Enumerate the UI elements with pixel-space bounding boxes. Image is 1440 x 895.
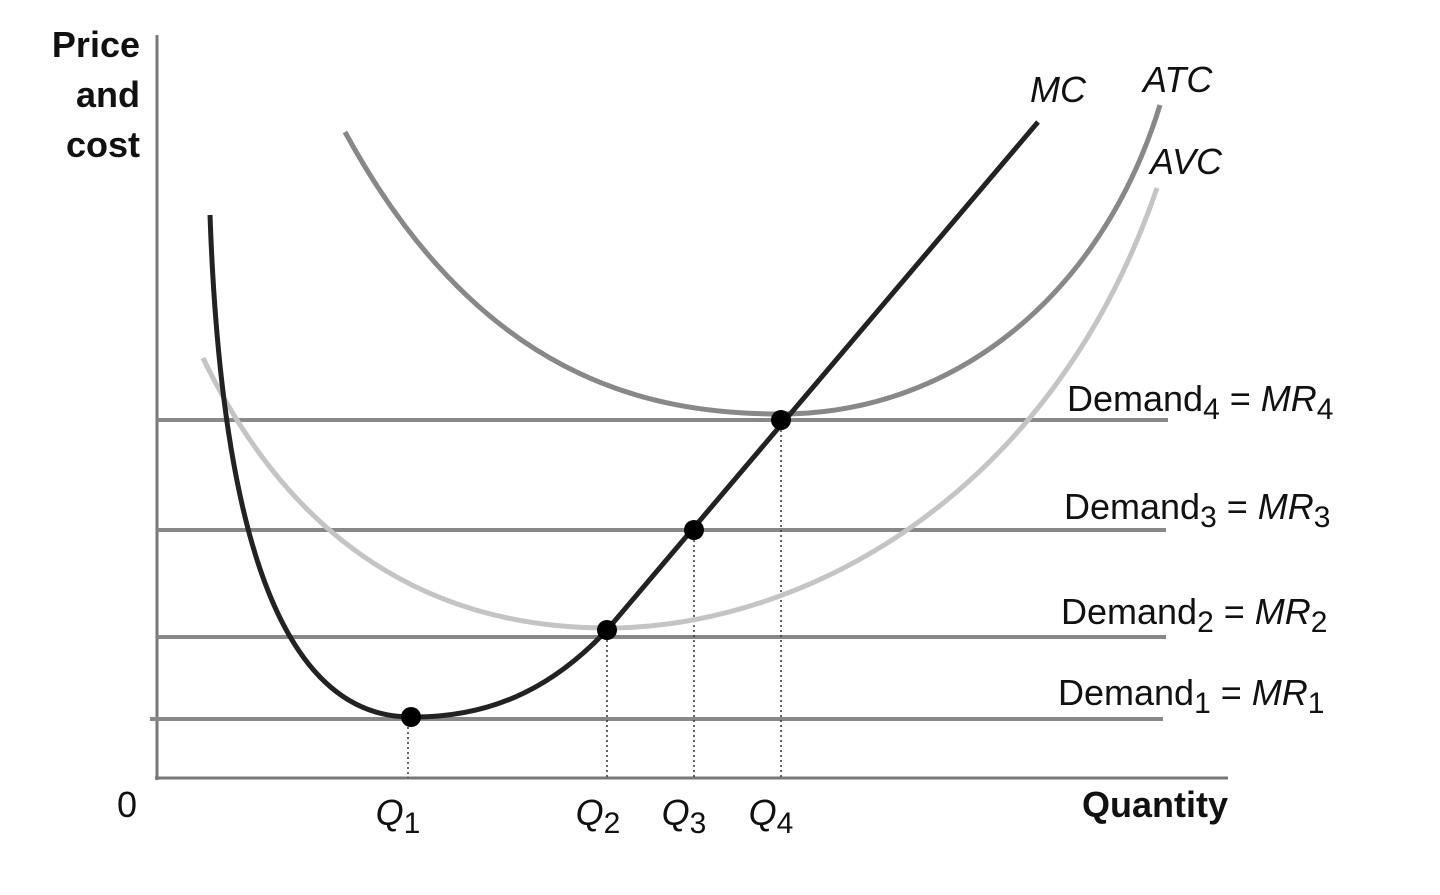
demand-name: Demand <box>1067 378 1203 419</box>
demand-label: Demand1 = MR1 <box>1058 672 1324 720</box>
atc-curve <box>342 104 1163 417</box>
x-label: Quantity <box>1082 784 1228 825</box>
demand-sub: 4 <box>1203 393 1220 426</box>
mr-sub: 1 <box>1308 687 1325 720</box>
q-letter: Q <box>376 792 404 833</box>
point <box>684 520 704 540</box>
mr: MR <box>1261 378 1317 419</box>
mr: MR <box>1255 591 1311 632</box>
mc-label: MC <box>1030 69 1087 110</box>
mr-sub: 4 <box>1317 393 1334 426</box>
q-sub: 4 <box>777 807 794 840</box>
q-letter: Q <box>662 792 690 833</box>
quantity-label: Q3 <box>662 792 707 840</box>
demand-sub: 2 <box>1197 606 1214 639</box>
quantity-label: Q2 <box>576 792 621 840</box>
mr-sub: 2 <box>1311 606 1328 639</box>
q-letter: Q <box>749 792 777 833</box>
origin-label: 0 <box>117 784 137 825</box>
y-label: and <box>76 74 140 115</box>
equals: = <box>1221 672 1242 713</box>
quantity-labels: Q1 Q2 Q3 Q4 <box>376 792 794 840</box>
quantity-label: Q4 <box>749 792 794 840</box>
q-sub: 2 <box>604 807 621 840</box>
demand-name: Demand <box>1061 591 1197 632</box>
q-letter: Q <box>576 792 604 833</box>
y-label: Price <box>52 24 140 65</box>
quantity-label: Q1 <box>376 792 421 840</box>
q-sub: 3 <box>690 807 707 840</box>
axes <box>155 35 1228 780</box>
demand-lines <box>150 418 1168 721</box>
demand-sub: 1 <box>1194 687 1211 720</box>
atc-label: ATC <box>1141 59 1213 100</box>
demand-label: Demand3 = MR3 <box>1064 486 1330 534</box>
point <box>401 707 421 727</box>
mr: MR <box>1258 486 1314 527</box>
q-sub: 1 <box>404 807 421 840</box>
avc-curve <box>200 187 1160 631</box>
avc-label: AVC <box>1148 141 1223 182</box>
mr: MR <box>1252 672 1308 713</box>
equals: = <box>1224 591 1245 632</box>
point <box>771 410 791 430</box>
equals: = <box>1230 378 1251 419</box>
demand-name: Demand <box>1058 672 1194 713</box>
point <box>597 620 617 640</box>
demand-sub: 3 <box>1200 501 1217 534</box>
y-label: cost <box>66 124 140 165</box>
equilibrium-points <box>401 410 791 727</box>
drop-lines <box>407 420 782 778</box>
mc-curve <box>207 120 1040 720</box>
mr-sub: 3 <box>1314 501 1331 534</box>
demand-label: Demand2 = MR2 <box>1061 591 1327 639</box>
equals: = <box>1227 486 1248 527</box>
demand-label: Demand4 = MR4 <box>1067 378 1333 426</box>
demand-name: Demand <box>1064 486 1200 527</box>
